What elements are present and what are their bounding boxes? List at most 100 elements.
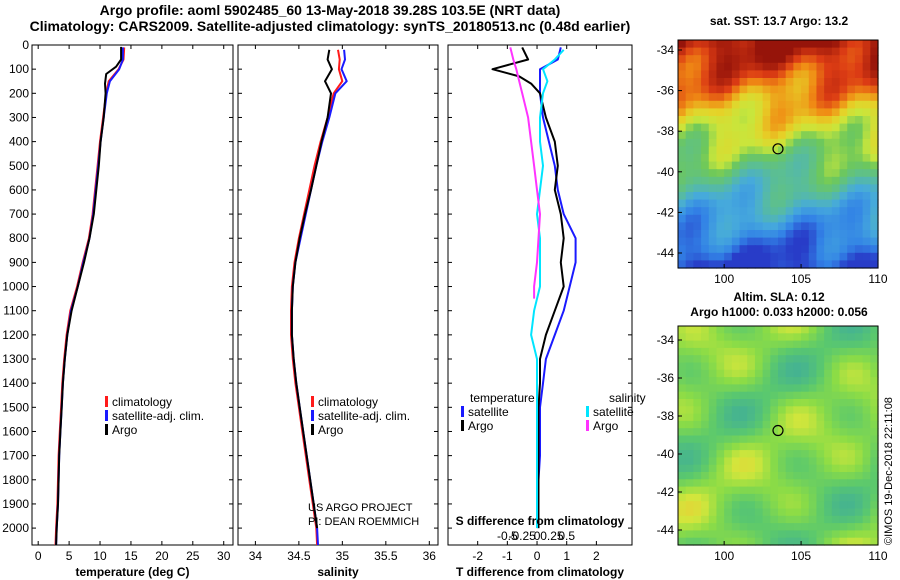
sst-map-cell [870,184,879,193]
sla-map-cell [870,333,879,342]
sla-map-cell [762,384,771,393]
sla-map-cell [854,420,864,429]
sla-map-cell [701,428,710,437]
sst-map-cell [816,161,825,170]
sst-map-cell [762,108,771,117]
sla-map-cell [770,362,779,371]
sst-map-cell [862,252,871,261]
sla-map-cell [801,486,810,495]
sst-map-cell [716,245,725,254]
depth-tick-label: 600 [9,183,29,197]
sst-map-cell [816,93,825,102]
sla-map-cell [693,464,702,473]
sst-map-cell [839,100,848,109]
sla-map-cell [824,457,833,466]
sla-map-cell [793,340,802,349]
sla-map-cell [778,384,787,393]
sla-map-cell [816,472,825,480]
sst-map-cell [808,40,818,49]
sst-map-cell [778,176,787,185]
sla-map-cell [678,413,687,422]
salinity-legend-entry: satellite [593,405,634,419]
sla-map-cell [739,479,748,488]
sla-map-cell [754,326,764,334]
sla-map-cell [731,523,741,531]
sst-map-cell [801,252,810,261]
sst-map-cell [862,138,871,147]
sla-map-cell [716,362,725,371]
sla-map-cell [685,442,694,451]
sst-map-cell [693,176,702,185]
sst-map-cell [731,116,741,125]
sst-map-cell [724,199,733,208]
sla-map-cell [839,420,848,429]
sla-map-cell [678,457,687,466]
sst-map-cell [793,85,802,94]
sst-map-cell [724,123,733,132]
sst-map-cell [739,100,748,109]
sst-map-cell [824,237,833,246]
sst-map-cell [747,176,756,185]
sst-map-cell [816,199,825,208]
sst-map-cell [701,123,710,132]
sst-map-cell [785,222,794,231]
sst-map-cell [793,222,802,231]
sla-map-cell [793,413,802,422]
sst-map-cell [701,93,710,102]
sst-map-cell [816,146,825,155]
sst-map-cell [678,252,687,261]
s-difference-tick-label: 0.25 [540,529,564,543]
sst-map-cell [816,207,825,216]
sst-map-cell [778,260,787,269]
sst-map-cell [824,123,833,132]
sla-map-cell [678,515,687,524]
sla-map-cell [847,435,856,444]
sla-map-cell [870,406,879,415]
sla-map-cell [762,435,771,444]
sst-map-cell [847,207,856,216]
sst-map-cell [747,40,756,49]
sla-map-cell [816,347,825,356]
sla-map-cell [724,333,733,342]
sla-map-cell [847,355,856,364]
sla-map-cell [762,406,771,415]
sst-map-cell [739,93,748,102]
sst-map-cell [785,199,794,208]
sst-map-cell [770,131,779,140]
sst-map-cell [747,62,756,71]
sla-map-cell [808,391,818,400]
sst-map-cell [747,245,756,254]
sla-map-cell [716,493,725,502]
sst-map-cell [778,192,787,201]
sst-map-cell [808,199,818,208]
sla-map-cell [801,508,810,517]
sla-map-cell [701,450,710,458]
sst-map-cell [731,222,741,231]
sla-map-cell [854,399,864,407]
sst-map-cell [716,169,725,178]
sla-map-cell [731,326,741,334]
sst-map-cell [685,199,694,208]
sst-map-cell [801,199,810,208]
sst-map-cell [762,93,771,102]
sla-map-cell [701,501,710,510]
sst-map-cell [747,161,756,170]
sst-map-cell [870,55,879,64]
sla-map-cell [831,501,841,510]
sla-map-cell [793,420,802,429]
sla-map-cell [678,523,687,531]
sla-map-cell [754,347,764,356]
sla-map-cell [847,479,856,488]
sst-map-cell [731,146,741,155]
sla-map-cell [739,355,748,364]
sla-map-cell [785,428,794,437]
sst-map-cell [747,222,756,231]
sla-map-cell [708,464,718,473]
sst-map-cell [870,116,879,125]
sla-map-cell [739,333,748,342]
sla-map-cell [847,472,856,480]
salinity-frame [237,44,439,546]
depth-tick-label: 1900 [2,497,29,511]
sst-map-cell [724,146,733,155]
